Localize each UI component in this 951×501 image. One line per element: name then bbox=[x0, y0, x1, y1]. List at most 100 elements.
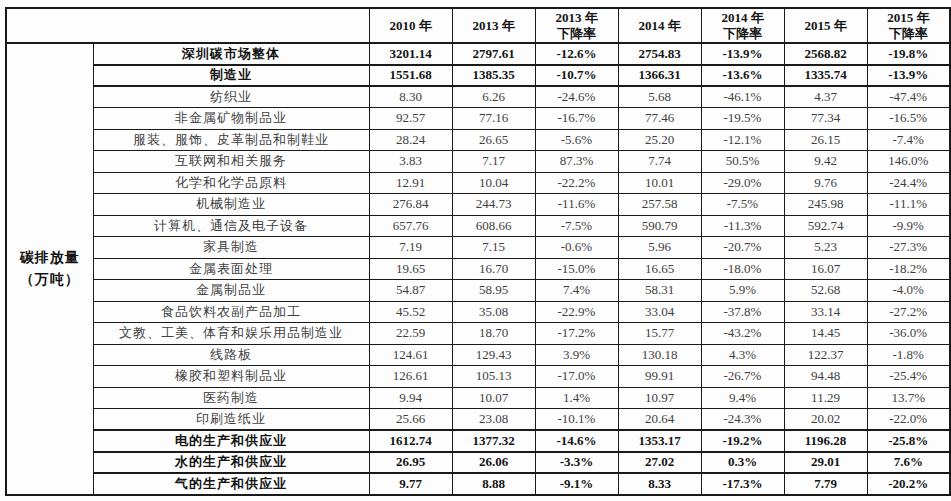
value-cell: -7.5% bbox=[535, 215, 618, 237]
value-cell: -9.9% bbox=[867, 215, 950, 237]
industry-label: 非金属矿物制品业 bbox=[93, 108, 369, 130]
industry-label: 机械制造业 bbox=[93, 194, 369, 216]
value-cell: -26.7% bbox=[701, 366, 784, 388]
value-cell: -13.9% bbox=[867, 65, 950, 87]
value-cell: 16.65 bbox=[618, 258, 701, 280]
table-row: 服装、服饰、皮革制品和制鞋业28.2426.65-5.6%25.20-12.1%… bbox=[6, 129, 950, 151]
value-cell: 8.30 bbox=[369, 86, 452, 108]
value-cell: -20.2% bbox=[867, 473, 950, 495]
value-cell: -12.6% bbox=[535, 43, 618, 65]
value-cell: 126.61 bbox=[369, 366, 452, 388]
value-cell: -4.0% bbox=[867, 280, 950, 302]
value-cell: 7.17 bbox=[452, 151, 535, 173]
value-cell: -22.0% bbox=[867, 409, 950, 431]
value-cell: 15.77 bbox=[618, 323, 701, 345]
value-cell: 26.15 bbox=[784, 129, 867, 151]
value-cell: 58.95 bbox=[452, 280, 535, 302]
table-row: 计算机、通信及电子设备657.76608.66-7.5%590.79-11.3%… bbox=[6, 215, 950, 237]
value-cell: -17.2% bbox=[535, 323, 618, 345]
table-row: 电的生产和供应业1612.741377.32-14.6%1353.17-19.2… bbox=[6, 430, 950, 452]
column-header-1: 2010 年 bbox=[369, 8, 452, 43]
value-cell: 77.16 bbox=[452, 108, 535, 130]
value-cell: 244.73 bbox=[452, 194, 535, 216]
value-cell: -37.8% bbox=[701, 301, 784, 323]
table-row: 文教、工美、体育和娱乐用品制造业22.5918.70-17.2%15.77-43… bbox=[6, 323, 950, 345]
value-cell: 122.37 bbox=[784, 344, 867, 366]
value-cell: -10.1% bbox=[535, 409, 618, 431]
row-group-unit-label: 碳排放量 （万吨） bbox=[6, 43, 93, 495]
value-cell: 14.45 bbox=[784, 323, 867, 345]
table-row: 制造业1551.681385.35-10.7%1366.31-13.6%1335… bbox=[6, 65, 950, 87]
industry-label: 线路板 bbox=[93, 344, 369, 366]
value-cell: 22.59 bbox=[369, 323, 452, 345]
value-cell: 1385.35 bbox=[452, 65, 535, 87]
value-cell: 87.3% bbox=[535, 151, 618, 173]
table-row: 医药制造9.9410.071.4%10.979.4%11.2913.7% bbox=[6, 387, 950, 409]
industry-label: 电的生产和供应业 bbox=[93, 430, 369, 452]
value-cell: 608.66 bbox=[452, 215, 535, 237]
value-cell: 2797.61 bbox=[452, 43, 535, 65]
value-cell: 9.4% bbox=[701, 387, 784, 409]
value-cell: 7.15 bbox=[452, 237, 535, 259]
column-header-2: 2013 年 bbox=[452, 8, 535, 43]
table-row: 机械制造业276.84244.73-11.6%257.58-7.5%245.98… bbox=[6, 194, 950, 216]
industry-label: 化学和化学品原料 bbox=[93, 172, 369, 194]
value-cell: 27.02 bbox=[618, 452, 701, 474]
value-cell: 45.52 bbox=[369, 301, 452, 323]
value-cell: 5.9% bbox=[701, 280, 784, 302]
value-cell: 9.76 bbox=[784, 172, 867, 194]
value-cell: 7.79 bbox=[784, 473, 867, 495]
value-cell: 9.42 bbox=[784, 151, 867, 173]
table-row: 纺织业8.306.26-24.6%5.68-46.1%4.37-47.4% bbox=[6, 86, 950, 108]
value-cell: 35.08 bbox=[452, 301, 535, 323]
value-cell: 129.43 bbox=[452, 344, 535, 366]
industry-label: 深圳碳市场整体 bbox=[93, 43, 369, 65]
value-cell: -12.1% bbox=[701, 129, 784, 151]
value-cell: 7.19 bbox=[369, 237, 452, 259]
table-row: 非金属矿物制品业92.5777.16-16.7%77.46-19.5%77.34… bbox=[6, 108, 950, 130]
value-cell: 592.74 bbox=[784, 215, 867, 237]
value-cell: 10.07 bbox=[452, 387, 535, 409]
value-cell: 105.13 bbox=[452, 366, 535, 388]
carbon-emissions-table: 2010 年2013 年2013 年 下降率2014 年2014 年 下降率20… bbox=[5, 7, 951, 496]
value-cell: -18.2% bbox=[867, 258, 950, 280]
value-cell: -24.4% bbox=[867, 172, 950, 194]
value-cell: -3.3% bbox=[535, 452, 618, 474]
table-row: 线路板124.61129.433.9%130.184.3%122.37-1.8% bbox=[6, 344, 950, 366]
value-cell: 10.97 bbox=[618, 387, 701, 409]
value-cell: 33.14 bbox=[784, 301, 867, 323]
value-cell: -19.2% bbox=[701, 430, 784, 452]
value-cell: -25.4% bbox=[867, 366, 950, 388]
industry-label: 文教、工美、体育和娱乐用品制造业 bbox=[93, 323, 369, 345]
value-cell: 5.96 bbox=[618, 237, 701, 259]
table-row: 化学和化学品原料12.9110.04-22.2%10.01-29.0%9.76-… bbox=[6, 172, 950, 194]
value-cell: -27.2% bbox=[867, 301, 950, 323]
value-cell: 6.26 bbox=[452, 86, 535, 108]
table-row: 金属表面处理19.6516.70-15.0%16.65-18.0%16.07-1… bbox=[6, 258, 950, 280]
column-header-3: 2013 年 下降率 bbox=[535, 8, 618, 43]
industry-label: 食品饮料农副产品加工 bbox=[93, 301, 369, 323]
value-cell: -0.6% bbox=[535, 237, 618, 259]
value-cell: 0.3% bbox=[701, 452, 784, 474]
value-cell: -16.5% bbox=[867, 108, 950, 130]
value-cell: -25.8% bbox=[867, 430, 950, 452]
value-cell: 7.74 bbox=[618, 151, 701, 173]
value-cell: -27.3% bbox=[867, 237, 950, 259]
value-cell: 9.94 bbox=[369, 387, 452, 409]
value-cell: 26.95 bbox=[369, 452, 452, 474]
column-header-5: 2014 年 下降率 bbox=[701, 8, 784, 43]
value-cell: -18.0% bbox=[701, 258, 784, 280]
industry-label: 制造业 bbox=[93, 65, 369, 87]
value-cell: -11.6% bbox=[535, 194, 618, 216]
value-cell: 99.91 bbox=[618, 366, 701, 388]
value-cell: 18.70 bbox=[452, 323, 535, 345]
industry-label: 印刷造纸业 bbox=[93, 409, 369, 431]
value-cell: 245.98 bbox=[784, 194, 867, 216]
value-cell: 77.46 bbox=[618, 108, 701, 130]
value-cell: -16.7% bbox=[535, 108, 618, 130]
value-cell: -11.3% bbox=[701, 215, 784, 237]
value-cell: 94.48 bbox=[784, 366, 867, 388]
value-cell: 29.01 bbox=[784, 452, 867, 474]
value-cell: 124.61 bbox=[369, 344, 452, 366]
value-cell: -22.9% bbox=[535, 301, 618, 323]
